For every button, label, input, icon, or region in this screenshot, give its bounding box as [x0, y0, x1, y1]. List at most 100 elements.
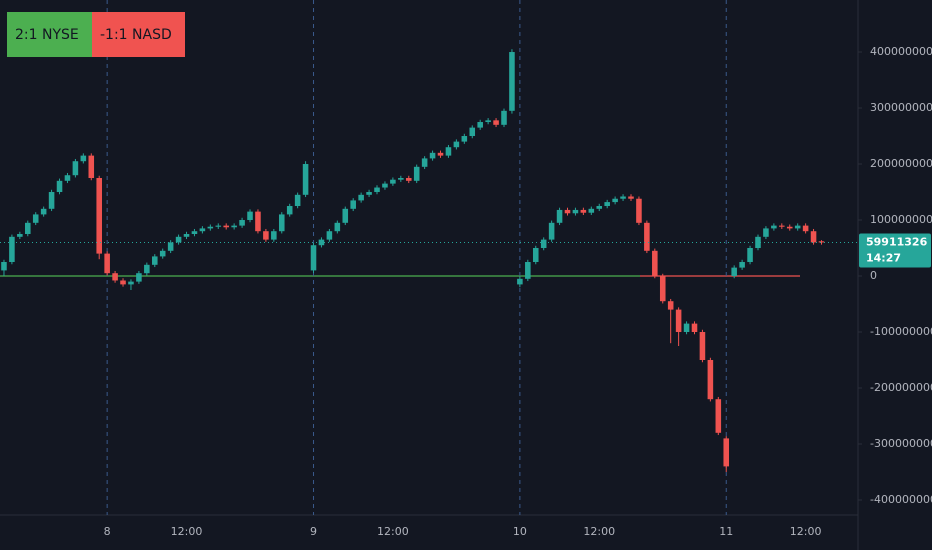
candle-body: [675, 309, 682, 333]
candle-body: [247, 211, 253, 221]
candle-body: [25, 222, 31, 235]
candle-body: [636, 198, 642, 223]
y-tick-label: -300000000: [870, 437, 932, 450]
candle-body: [485, 120, 491, 123]
candle-body: [167, 242, 174, 251]
candle-body: [786, 226, 793, 229]
candle-body: [56, 180, 63, 193]
x-tick-label: 11: [719, 525, 733, 538]
candle-body: [556, 209, 563, 223]
candle-body: [144, 264, 150, 274]
candle-body: [80, 155, 87, 162]
candle-body: [382, 183, 388, 188]
candle-body: [1, 262, 7, 271]
candle-body: [532, 248, 539, 263]
candle-body: [596, 206, 603, 209]
candle-body: [477, 122, 483, 128]
badge-box: [92, 12, 185, 57]
x-tick-label: 12:00: [790, 525, 822, 538]
candle-body: [64, 175, 71, 181]
candle-body: [747, 248, 753, 263]
candle-body: [572, 209, 579, 214]
candle-body: [120, 280, 126, 285]
candle-body: [342, 208, 349, 223]
candle-body: [779, 225, 785, 227]
candle-body: [40, 208, 47, 215]
y-tick-label: 200000000: [870, 157, 932, 170]
candle-body: [763, 228, 769, 237]
candle-body: [509, 52, 515, 111]
candle-body: [263, 231, 269, 240]
candle-body: [350, 200, 356, 209]
candle-body: [588, 208, 595, 213]
candle-body: [731, 267, 737, 277]
candle-body: [223, 225, 229, 228]
candle-body: [390, 179, 396, 184]
candle-body: [755, 236, 761, 249]
candle-body: [255, 211, 261, 232]
x-tick-label: 10: [513, 525, 527, 538]
candle-body: [604, 202, 610, 207]
candle-body: [580, 209, 587, 213]
candle-body: [207, 226, 214, 229]
candle-body: [104, 253, 110, 274]
candle-body: [183, 234, 190, 237]
candle-body: [159, 250, 166, 257]
candle-body: [771, 225, 777, 229]
candle-body: [739, 262, 745, 268]
candle-body: [286, 206, 293, 215]
candle-body: [818, 241, 825, 243]
last-price-box: [859, 233, 931, 268]
y-tick-label: 0: [870, 269, 877, 282]
candle-body: [128, 281, 134, 285]
candle-body: [620, 196, 626, 199]
candle-body: [310, 245, 317, 271]
candle-body: [540, 239, 547, 249]
candle-body: [445, 147, 452, 156]
candle-body: [48, 192, 55, 209]
candle-body: [715, 399, 722, 433]
candle-body: [525, 262, 531, 279]
candle-body: [358, 194, 364, 201]
candle-body: [215, 225, 222, 227]
y-tick-label: -200000000: [870, 381, 932, 394]
candle-body: [548, 222, 555, 240]
candle-body: [517, 278, 523, 285]
candle-body: [302, 164, 309, 195]
x-tick-label: 12:00: [583, 525, 615, 538]
candle-body: [231, 225, 237, 228]
candle-body: [199, 228, 206, 232]
badge-text: -1:1 NASD: [100, 27, 172, 43]
candle-body: [175, 236, 182, 243]
candle-body: [794, 225, 801, 229]
candle-body: [9, 236, 15, 263]
candle-body: [612, 198, 618, 203]
candle-body: [366, 192, 372, 195]
candle-body: [564, 209, 571, 214]
candle-body: [683, 323, 690, 333]
candle-body: [493, 120, 499, 125]
candle-body: [652, 250, 658, 277]
x-tick-label: 12:00: [171, 525, 203, 538]
candle-body: [699, 332, 706, 361]
candle-body: [723, 438, 730, 467]
candle-body: [659, 276, 666, 302]
countdown-label: 14:27: [866, 251, 901, 264]
candle-body: [802, 225, 809, 232]
candle-body: [707, 360, 714, 400]
candle-body: [469, 127, 476, 137]
candle-body: [644, 222, 650, 251]
candle-body: [421, 158, 428, 167]
candle-body: [136, 273, 142, 282]
candle-body: [72, 161, 79, 176]
candle-body: [151, 256, 158, 265]
candle-body: [628, 196, 634, 199]
candle-body: [501, 110, 507, 125]
candle-body: [32, 214, 39, 223]
badge-box: [7, 12, 92, 57]
candle-body: [429, 152, 436, 159]
candle-body: [398, 178, 404, 180]
candle-body: [278, 214, 285, 232]
